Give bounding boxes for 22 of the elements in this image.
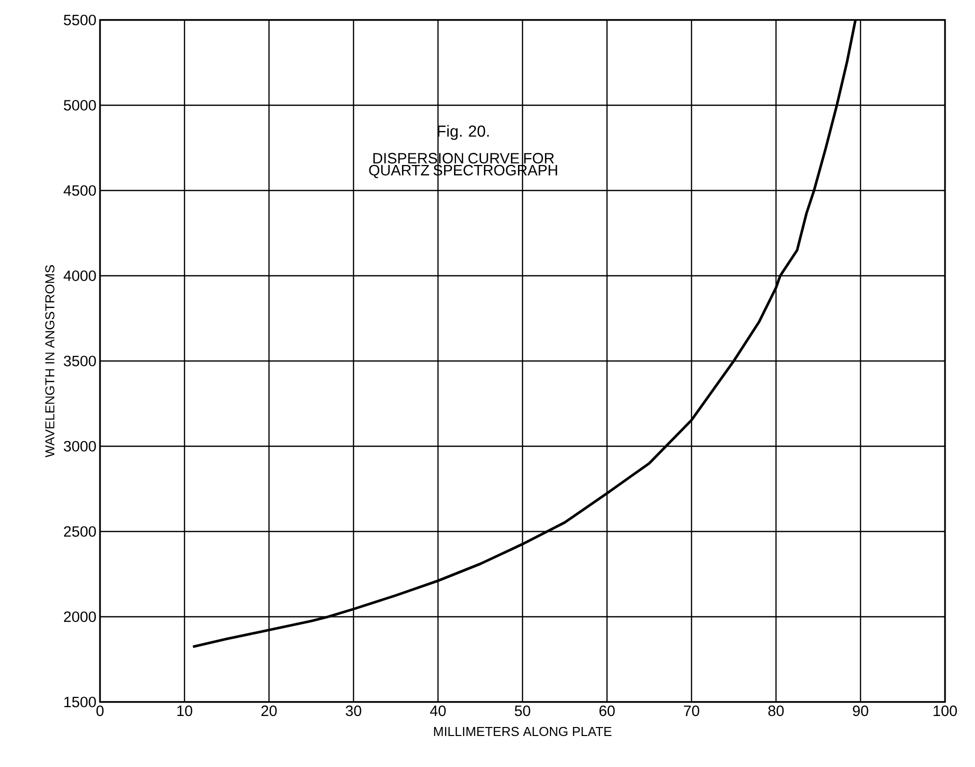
- x-tick-label: 80: [768, 706, 784, 716]
- x-tick-label: 30: [346, 706, 362, 716]
- x-tick-label: 40: [430, 706, 446, 716]
- x-tick-label: 0: [96, 706, 104, 716]
- x-tick-label: 10: [177, 706, 192, 716]
- x-tick-label: 90: [852, 706, 868, 716]
- x-tick-label: 70: [684, 706, 700, 716]
- y-tick-label: 5500: [64, 14, 96, 26]
- y-axis-title: WAVELENGTH IN ANGSTROMS: [45, 265, 54, 458]
- x-tick-label: 50: [514, 706, 530, 716]
- x-axis-title: MILLIMETERS ALONG PLATE: [434, 726, 612, 736]
- x-tick-label: 20: [261, 706, 277, 716]
- y-tick-label: 2500: [64, 526, 96, 537]
- y-tick-label: 3500: [64, 356, 96, 366]
- y-tick-label: 4000: [64, 270, 96, 282]
- y-tick-label: 5000: [64, 100, 96, 111]
- y-tick-label: 3000: [64, 440, 96, 452]
- y-tick-label: 2000: [64, 611, 96, 622]
- x-tick-label: 60: [599, 706, 615, 716]
- y-tick-label: 1500: [64, 696, 96, 708]
- x-tick-label: 100: [934, 706, 957, 716]
- y-tick-label: 4500: [64, 185, 96, 196]
